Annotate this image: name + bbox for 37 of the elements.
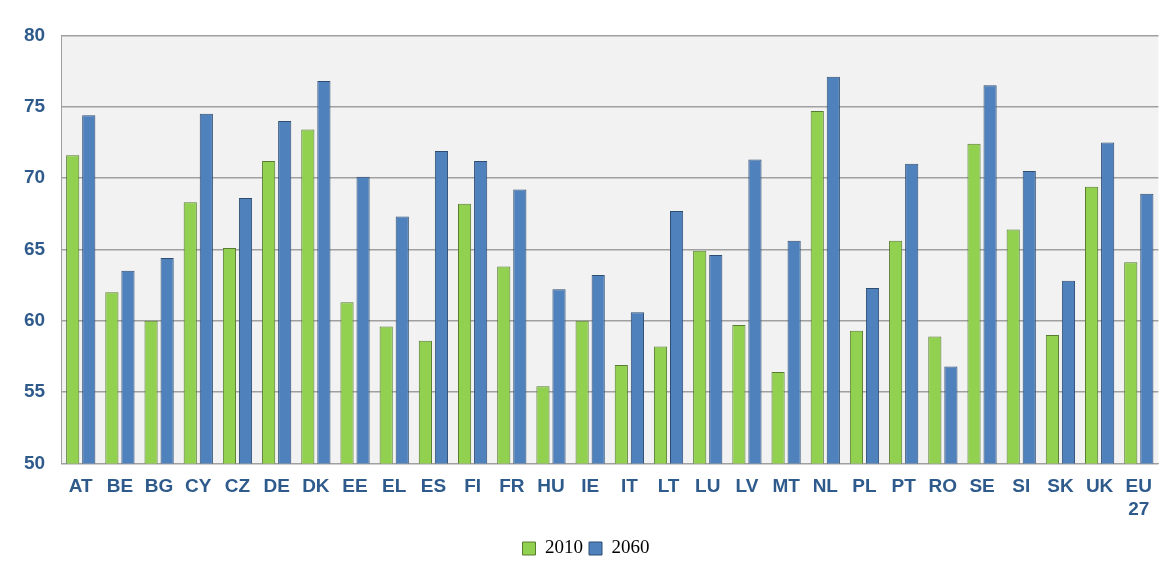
x-tick-label: DE (263, 475, 290, 497)
y-tick-label: 80 (23, 23, 46, 45)
x-tick-label: BE (106, 475, 134, 497)
x-tick-label: HU (537, 475, 565, 497)
x-tick-label: IT (620, 475, 639, 497)
x-tick-label: IE (581, 475, 600, 497)
x-tick-label: EL (382, 475, 407, 497)
y-tick-label: 55 (23, 380, 46, 402)
x-tick-label: EU 27 (1125, 475, 1153, 519)
x-tick-label: PT (891, 475, 917, 497)
x-tick-label: LU (695, 475, 721, 497)
x-tick-label: SI (1012, 475, 1031, 497)
x-tick-label: UK (1085, 475, 1114, 497)
x-tick-label: DK (302, 475, 330, 497)
x-tick-label: EE (342, 475, 368, 497)
x-tick-label: MT (772, 475, 801, 497)
x-tick-label: SK (1047, 475, 1074, 497)
x-tick-label: LT (657, 475, 680, 497)
legend-label: 2060 (611, 536, 650, 558)
y-tick-label: 75 (23, 94, 46, 116)
x-tick-label: NL (812, 475, 839, 497)
x-tick-label: BG (144, 475, 174, 497)
x-tick-label: FI (464, 475, 482, 497)
x-tick-label: AT (68, 475, 94, 497)
x-tick-label: ES (420, 475, 447, 497)
y-tick-label: 60 (23, 308, 46, 330)
x-tick-label: PL (852, 475, 878, 497)
y-tick-label: 65 (23, 237, 46, 259)
x-tick-label: RO (928, 475, 958, 497)
x-tick-label: CY (185, 475, 212, 497)
x-tick-label: FR (499, 475, 525, 497)
x-tick-label: LV (735, 475, 759, 497)
y-tick-label: 70 (23, 166, 46, 188)
legend-label: 2010 (545, 536, 583, 558)
x-tick-label: SE (969, 475, 995, 497)
x-tick-label: CZ (224, 475, 251, 497)
y-tick-label: 50 (23, 451, 46, 473)
